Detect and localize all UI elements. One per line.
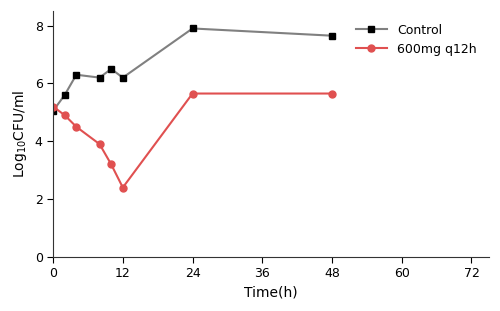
Line: 600mg q12h: 600mg q12h bbox=[50, 90, 336, 191]
Control bbox=[108, 67, 114, 71]
600mg q12h bbox=[50, 105, 56, 109]
Line: Control: Control bbox=[50, 25, 336, 114]
600mg q12h bbox=[108, 163, 114, 166]
600mg q12h bbox=[190, 92, 196, 95]
600mg q12h bbox=[74, 125, 80, 129]
600mg q12h bbox=[120, 186, 126, 189]
Legend: Control, 600mg q12h: Control, 600mg q12h bbox=[350, 17, 482, 62]
600mg q12h bbox=[329, 92, 335, 95]
X-axis label: Time(h): Time(h) bbox=[244, 286, 298, 300]
Control bbox=[50, 109, 56, 113]
Control bbox=[190, 27, 196, 30]
Control bbox=[120, 76, 126, 80]
Control bbox=[74, 73, 80, 77]
600mg q12h bbox=[62, 113, 68, 117]
600mg q12h bbox=[96, 142, 102, 146]
Y-axis label: Log$_{10}$CFU/ml: Log$_{10}$CFU/ml bbox=[11, 90, 29, 178]
Control bbox=[96, 76, 102, 80]
Control bbox=[329, 34, 335, 38]
Control bbox=[62, 93, 68, 97]
